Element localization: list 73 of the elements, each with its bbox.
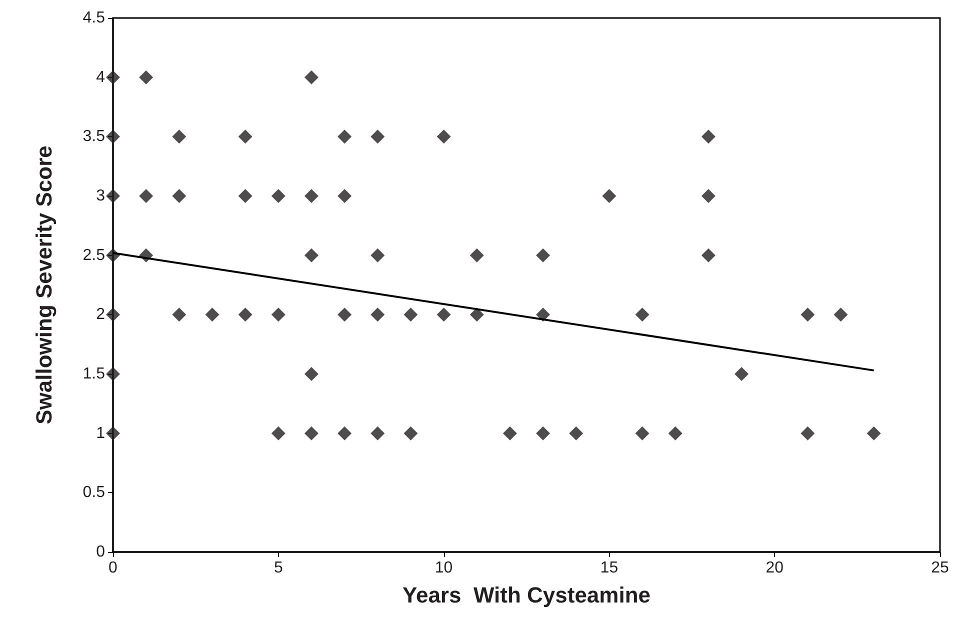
point [304, 367, 318, 381]
point [139, 70, 154, 84]
point [338, 426, 352, 440]
point [800, 426, 815, 440]
point [470, 248, 484, 262]
y-tick-label: 4.5 [82, 10, 106, 26]
point [436, 308, 451, 322]
point [106, 70, 120, 84]
point [271, 189, 286, 203]
point [502, 426, 517, 440]
point [172, 130, 186, 144]
point [536, 248, 550, 262]
x-tick-label: 10 [434, 560, 453, 576]
point [271, 426, 286, 440]
point [701, 130, 716, 144]
point [602, 189, 616, 203]
point [701, 248, 716, 262]
point [304, 70, 318, 84]
point [470, 308, 484, 322]
point [668, 426, 682, 440]
x-tick-label: 20 [766, 560, 784, 576]
point [338, 308, 352, 322]
point [800, 308, 815, 322]
point [106, 426, 120, 440]
point [338, 189, 352, 203]
point [106, 189, 120, 203]
point [172, 308, 186, 322]
point [304, 189, 318, 203]
point [338, 130, 352, 144]
point [370, 248, 385, 262]
point [536, 426, 550, 440]
point [106, 367, 120, 381]
point [238, 308, 252, 322]
y-tick-label: 0 [96, 544, 106, 560]
y-tick-label: 1.5 [82, 366, 106, 382]
point [271, 308, 286, 322]
y-tick-label: 1 [96, 424, 106, 442]
y-tick-label: 2.5 [82, 246, 106, 264]
point [205, 308, 220, 322]
x-tick-label: 25 [931, 560, 949, 576]
point [404, 308, 418, 322]
x-tick-label: 5 [274, 560, 283, 576]
y-tick-label: 2 [96, 306, 106, 324]
point [139, 189, 154, 203]
point [635, 308, 650, 322]
y-tick-label: 4 [96, 68, 106, 86]
point [106, 248, 120, 262]
x-axis-title: Years With Cysteamine [402, 582, 651, 608]
point [106, 308, 120, 322]
point [569, 426, 584, 440]
y-tick-label: 0.5 [82, 484, 106, 502]
point [734, 367, 749, 381]
y-axis-title: Swallowing Severity Score [32, 146, 56, 424]
y-tick-label: 3 [96, 188, 106, 204]
point [238, 130, 252, 144]
point [404, 426, 418, 440]
point [834, 308, 848, 322]
point [866, 426, 881, 440]
point [304, 248, 318, 262]
x-tick-label: 0 [108, 560, 118, 576]
point [238, 189, 252, 203]
point [304, 426, 318, 440]
x-tick-label: 15 [600, 560, 618, 576]
point [370, 130, 385, 144]
point [106, 130, 120, 144]
point [436, 130, 451, 144]
point [370, 308, 385, 322]
point [536, 308, 550, 322]
point [635, 426, 650, 440]
point [172, 189, 186, 203]
y-tick-label: 3.5 [82, 128, 106, 146]
point [701, 189, 716, 203]
point [370, 426, 385, 440]
